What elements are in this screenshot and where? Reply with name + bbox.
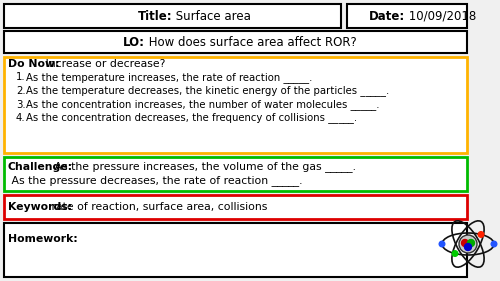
Text: Surface area: Surface area [172,10,251,22]
Text: Challenge:: Challenge: [8,162,73,172]
Circle shape [462,239,468,246]
Text: Increase or decrease?: Increase or decrease? [42,59,166,69]
Text: rate of reaction, surface area, collisions: rate of reaction, surface area, collisio… [48,202,268,212]
Text: 10/09/2018: 10/09/2018 [405,10,476,22]
FancyBboxPatch shape [347,4,467,28]
Text: 1.: 1. [16,72,26,83]
Circle shape [439,241,445,247]
Text: Keywords:: Keywords: [8,202,72,212]
Text: 4.: 4. [16,113,26,123]
FancyBboxPatch shape [4,4,341,28]
Text: Homework:: Homework: [8,234,78,244]
FancyBboxPatch shape [4,57,467,153]
FancyBboxPatch shape [4,195,467,219]
Ellipse shape [459,235,477,253]
Text: As the temperature decreases, the kinetic energy of the particles _____.: As the temperature decreases, the kineti… [26,85,389,96]
FancyBboxPatch shape [4,31,467,53]
Text: Do Now:: Do Now: [8,59,60,69]
Circle shape [478,232,484,237]
Text: As the temperature increases, the rate of reaction _____.: As the temperature increases, the rate o… [26,72,312,83]
Text: Date:: Date: [369,10,405,22]
Circle shape [491,241,497,247]
FancyBboxPatch shape [4,157,467,191]
Text: As the pressure decreases, the rate of reaction _____.: As the pressure decreases, the rate of r… [8,176,302,187]
Text: As the concentration decreases, the frequency of collisions _____.: As the concentration decreases, the freq… [26,113,357,123]
FancyBboxPatch shape [4,223,467,277]
Text: As the pressure increases, the volume of the gas _____.: As the pressure increases, the volume of… [51,162,356,173]
Circle shape [468,239,474,246]
Circle shape [464,244,471,250]
Text: 3.: 3. [16,99,26,110]
Text: 2.: 2. [16,86,26,96]
Text: Title:: Title: [138,10,172,22]
Text: LO:: LO: [123,35,145,49]
Circle shape [452,251,458,256]
Text: How does surface area affect ROR?: How does surface area affect ROR? [145,35,357,49]
Text: As the concentration increases, the number of water molecules _____.: As the concentration increases, the numb… [26,99,380,110]
